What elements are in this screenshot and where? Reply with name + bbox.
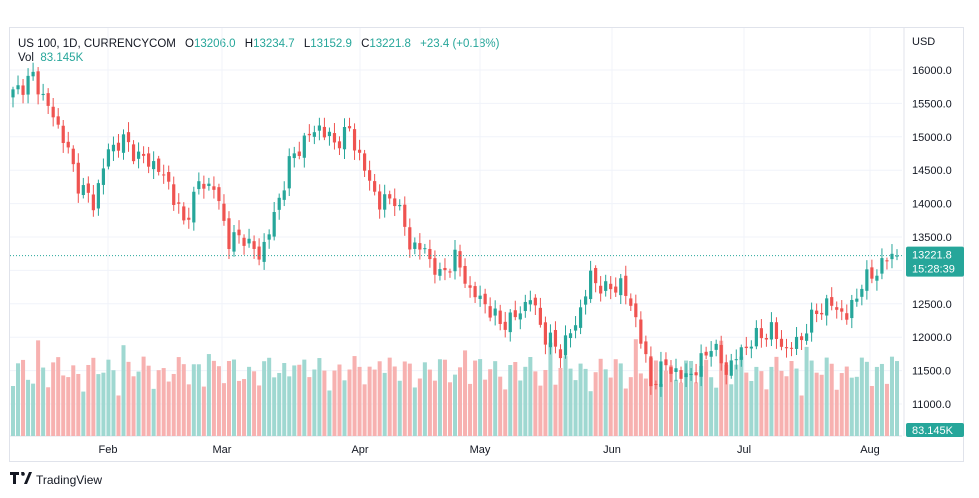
low-label: L xyxy=(303,38,311,50)
low-value: 13152.9 xyxy=(310,38,352,50)
volume-legend: Vol 83.145K xyxy=(18,52,83,64)
currency-label: USD xyxy=(912,36,936,48)
open-value: 13206.0 xyxy=(194,38,236,50)
brand-name: TradingView xyxy=(36,472,103,487)
symbol-legend: US 100, 1D, CURRENCYCOM O13206.0 H13234.… xyxy=(18,36,499,52)
close-label: C xyxy=(361,38,370,50)
tradingview-logo-icon xyxy=(10,472,32,487)
high-value: 13234.7 xyxy=(253,38,295,50)
chart-frame xyxy=(9,27,964,462)
symbol-name[interactable]: US 100, 1D, CURRENCYCOM xyxy=(18,38,176,50)
change-value: +23.4 (+0.18%) xyxy=(420,38,500,50)
volume-value: 83.145K xyxy=(40,52,84,64)
brand[interactable]: TradingView xyxy=(10,472,102,487)
high-label: H xyxy=(244,38,254,50)
volume-label: Vol xyxy=(18,52,34,64)
open-label: O xyxy=(185,38,194,50)
close-value: 13221.8 xyxy=(369,38,411,50)
